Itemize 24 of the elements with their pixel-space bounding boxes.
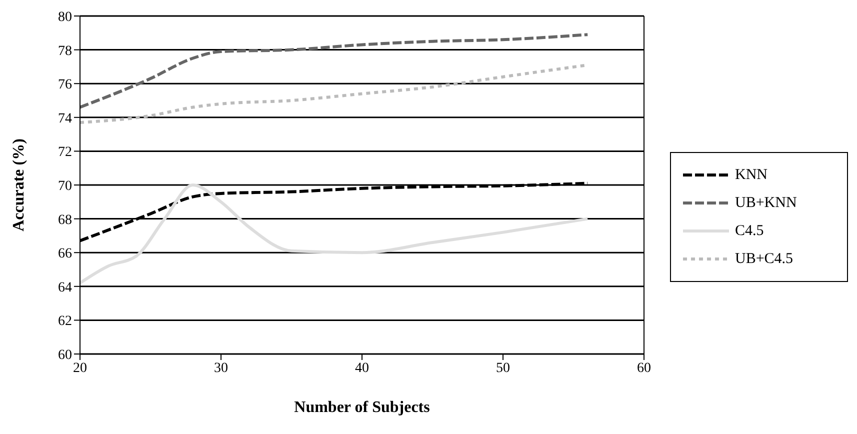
x-tick-label: 60	[637, 360, 651, 376]
y-tick-label: 70	[58, 178, 72, 194]
y-tick-label: 74	[58, 111, 72, 126]
y-tick-label: 72	[58, 145, 72, 160]
y-tick-label: 68	[58, 212, 72, 228]
x-tick-label: 40	[355, 360, 369, 376]
y-tick-label: 64	[58, 280, 72, 296]
legend-label: UB+C4.5	[735, 250, 794, 268]
x-axis-title: Number of Subjects	[294, 399, 430, 416]
y-axis-title: Accurate (%)	[10, 138, 28, 232]
y-tick-label: 76	[58, 78, 72, 93]
y-tick-label: 78	[58, 44, 72, 59]
line-series	[80, 33, 590, 109]
y-tick-label: 80	[58, 10, 72, 25]
x-tick-label: 30	[214, 360, 228, 376]
legend-label: UB+KNN	[735, 194, 797, 212]
x-tick-label: 20	[73, 360, 87, 376]
y-tick-label: 60	[58, 348, 72, 363]
legend-label: KNN	[735, 166, 768, 184]
legend-label: C4.5	[735, 222, 764, 240]
y-tick-label: 66	[58, 246, 72, 262]
y-tick-label: 62	[58, 314, 72, 330]
x-tick-label: 50	[496, 360, 510, 376]
line-series	[80, 184, 590, 285]
